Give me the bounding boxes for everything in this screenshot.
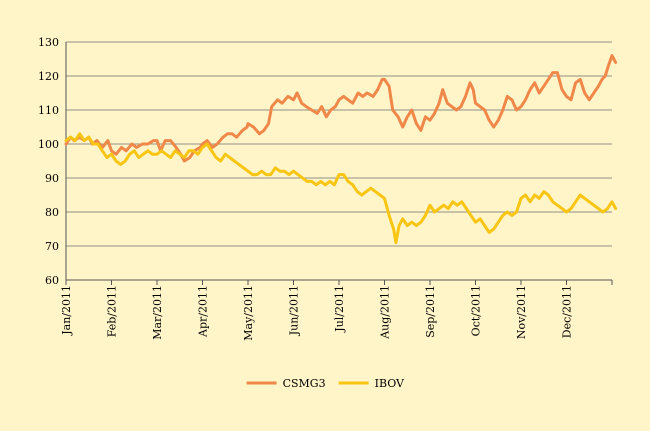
y-tick-label: 120 (38, 70, 59, 83)
x-tick-label: Aug/2011 (379, 285, 392, 340)
series-line-csmg3 (64, 54, 618, 163)
series-lines (64, 54, 618, 245)
x-tick-labels: Jan/2011 Feb/2011 Mar/2011 Apr/2011 May/2011… (60, 285, 574, 341)
x-tick-label: Apr/2011 (197, 285, 210, 338)
y-tick-label: 60 (45, 274, 59, 287)
legend-label: IBOV (375, 377, 405, 390)
y-tick-label: 80 (45, 206, 59, 219)
x-tick-label: Mar/2011 (151, 285, 164, 340)
y-tick-label: 100 (38, 138, 59, 151)
x-tick-label: Oct/2011 (470, 285, 483, 336)
y-tick-labels: 60 70 80 90 100 110 120 130 (38, 36, 59, 287)
x-tick-label: Feb/2011 (106, 285, 119, 337)
y-tick-label: 70 (45, 240, 59, 253)
y-tick-label: 110 (38, 104, 59, 117)
x-tick-label: Jan/2011 (60, 285, 73, 336)
x-tick-label: May/2011 (242, 285, 255, 341)
series-line-ibov (64, 132, 618, 245)
x-tick-label: Jun/2011 (288, 285, 301, 336)
x-tick-label: Nov/2011 (515, 285, 528, 339)
x-tick-label: Sep/2011 (424, 285, 437, 338)
legend-label: CSMG3 (283, 377, 326, 390)
x-tick-label: Dec/2011 (561, 285, 574, 338)
y-tick-label: 130 (38, 36, 59, 49)
axes (65, 42, 613, 285)
x-tick-label: Jul/2011 (333, 285, 346, 333)
legend: CSMG3 IBOV (246, 377, 405, 390)
y-tick-label: 90 (45, 172, 59, 185)
